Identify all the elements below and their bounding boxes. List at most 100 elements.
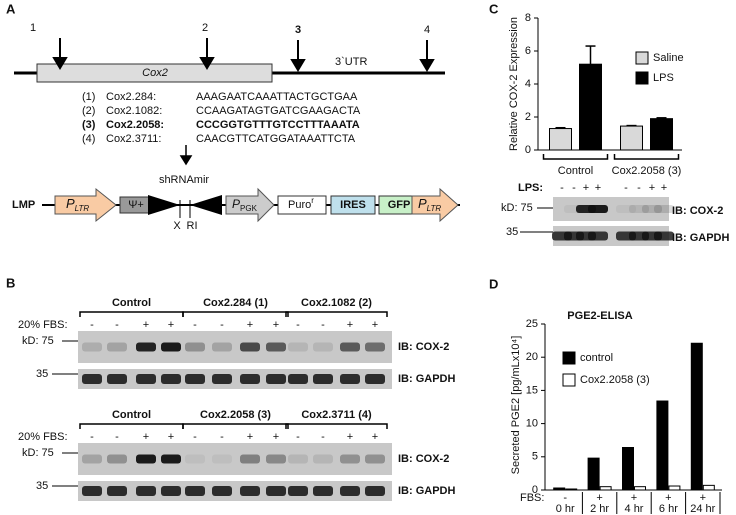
bar xyxy=(599,486,612,491)
lane-sign: - xyxy=(90,431,94,443)
probe-label: IB: GAPDH xyxy=(672,232,730,244)
treatment-label: LPS: xyxy=(518,182,543,194)
x-sign: + xyxy=(665,492,671,504)
error-bar xyxy=(656,117,667,119)
band xyxy=(654,231,674,241)
lane-sign: - xyxy=(220,319,224,331)
band xyxy=(340,374,360,384)
band xyxy=(161,374,181,384)
hairpin xyxy=(190,195,222,215)
x-sign: + xyxy=(596,492,602,504)
group-label: Control xyxy=(112,297,151,309)
band xyxy=(82,486,102,496)
group-label: Cox2.2058 (3) xyxy=(200,409,271,421)
blot xyxy=(78,331,392,363)
blot xyxy=(78,481,392,501)
lane-sign: + xyxy=(661,182,667,194)
treatment-label: 20% FBS: xyxy=(18,319,68,331)
y-tick-label: 25 xyxy=(526,318,538,330)
lane-sign: - xyxy=(90,319,94,331)
band xyxy=(185,486,205,496)
x-tick-label: Cox2.2058 (3) xyxy=(612,165,682,177)
group-bracket xyxy=(285,423,388,429)
probe-label: IB: GAPDH xyxy=(398,485,456,497)
band xyxy=(82,374,102,384)
x-tick-label: Control xyxy=(558,165,593,177)
band xyxy=(161,454,181,464)
gfp-label: GFP xyxy=(388,199,411,211)
lane-sign: + xyxy=(168,319,174,331)
band xyxy=(107,374,127,384)
x-axis-label: FBS: xyxy=(520,492,544,504)
band xyxy=(107,454,127,464)
site-number: 4 xyxy=(424,24,430,36)
band xyxy=(136,486,156,496)
lane-sign: + xyxy=(247,431,253,443)
band xyxy=(340,342,360,352)
y-tick-label: 8 xyxy=(525,12,531,24)
down-arrow xyxy=(179,145,193,166)
x-sign: + xyxy=(631,492,637,504)
bar xyxy=(702,484,715,491)
target-name: Cox2.1082: xyxy=(106,105,162,117)
site-number: 3 xyxy=(295,24,301,36)
band xyxy=(313,342,333,352)
blot xyxy=(553,226,669,246)
blot xyxy=(78,443,392,475)
puro-label: Puror xyxy=(288,196,314,211)
band xyxy=(240,454,260,464)
band xyxy=(365,486,385,496)
band xyxy=(107,342,127,352)
target-name: Cox2.284: xyxy=(106,91,156,103)
group-bracket xyxy=(182,423,289,429)
band xyxy=(365,454,385,464)
bar xyxy=(620,125,643,151)
target-index: (4) xyxy=(82,133,95,145)
ires-label: IRES xyxy=(340,199,366,211)
band xyxy=(136,342,156,352)
lane-sign: - xyxy=(560,182,564,194)
y-tick-label: 0 xyxy=(525,144,531,156)
band xyxy=(313,374,333,384)
site-number: 2 xyxy=(202,22,208,34)
target-list: (1) Cox2.284: AAAGAATCAAATTACTGCTGAA (2) Cox… xyxy=(82,91,361,145)
chart-title: PGE2-ELISA xyxy=(567,310,632,322)
band xyxy=(588,231,608,241)
group-bracket xyxy=(613,154,680,160)
blot xyxy=(553,197,669,221)
error-bar xyxy=(585,45,596,65)
lane-sign: + xyxy=(595,182,601,194)
x-tick-label: 0 hr xyxy=(556,503,575,515)
band xyxy=(365,342,385,352)
target-sequence: CCAAGATAGTGATCGAAGACTA xyxy=(196,105,361,117)
band xyxy=(240,486,260,496)
legend-swatch xyxy=(562,373,576,387)
lane-sign: + xyxy=(583,182,589,194)
band xyxy=(161,486,181,496)
bar xyxy=(690,342,703,491)
y-axis-label: Relative COX-2 Expression xyxy=(508,17,520,151)
band xyxy=(240,374,260,384)
x-tick-label: 4 hr xyxy=(625,503,644,515)
x-tick-label: 24 hr xyxy=(690,503,715,515)
probe-label: IB: GAPDH xyxy=(398,373,456,385)
bar xyxy=(565,488,578,491)
panel-label: D xyxy=(489,276,498,291)
band xyxy=(185,454,205,464)
panel-label: C xyxy=(489,1,499,16)
treatment-label: 20% FBS: xyxy=(18,431,68,443)
ltr-arrow xyxy=(411,187,459,223)
y-tick-label: 4 xyxy=(525,78,531,90)
y-tick-label: 20 xyxy=(526,351,538,363)
marker-label: 35 xyxy=(36,368,48,380)
pgk-label: PPGK xyxy=(232,197,258,213)
lane-sign: + xyxy=(143,431,149,443)
panel-label: B xyxy=(6,275,15,290)
legend-label: control xyxy=(580,352,613,364)
band xyxy=(642,205,662,213)
probe-label: IB: COX-2 xyxy=(398,341,449,353)
site-number: 1 xyxy=(30,22,36,34)
lane-sign: + xyxy=(247,319,253,331)
shrna-label: shRNAmir xyxy=(159,174,209,186)
